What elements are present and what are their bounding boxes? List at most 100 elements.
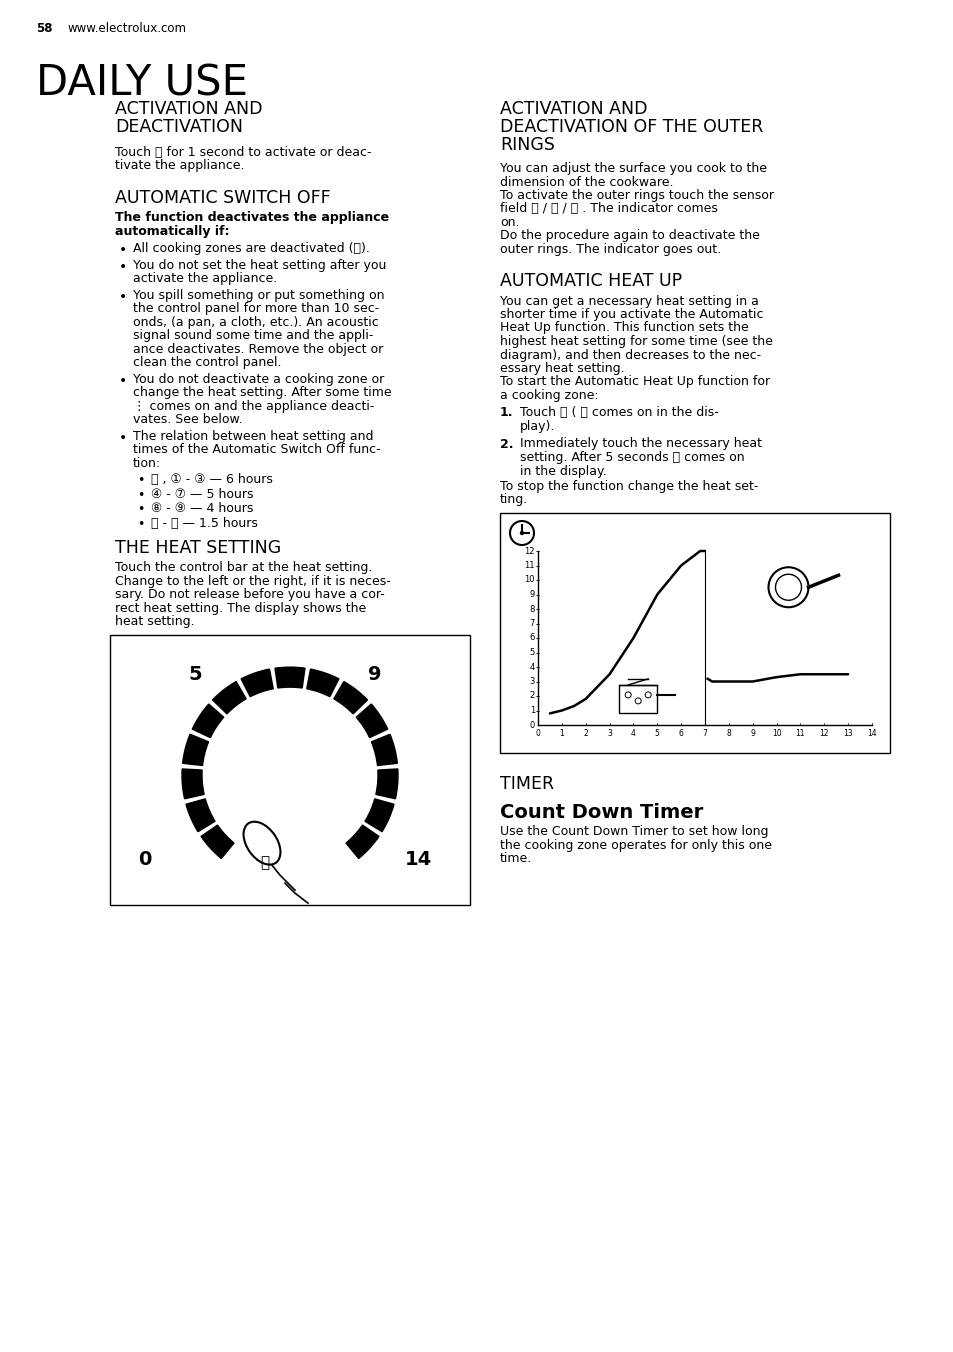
Text: 0: 0 xyxy=(138,850,152,869)
Text: •: • xyxy=(119,260,127,273)
Text: 12: 12 xyxy=(819,729,828,738)
Text: Do the procedure again to deactivate the: Do the procedure again to deactivate the xyxy=(499,230,760,242)
Text: 7: 7 xyxy=(701,729,707,738)
Wedge shape xyxy=(307,669,338,696)
Text: •: • xyxy=(119,289,127,304)
Text: 6: 6 xyxy=(529,634,535,642)
Ellipse shape xyxy=(243,822,280,865)
Wedge shape xyxy=(274,667,305,688)
Text: vates. See below.: vates. See below. xyxy=(132,414,242,426)
Text: automatically if:: automatically if: xyxy=(115,224,230,238)
Text: The function deactivates the appliance: The function deactivates the appliance xyxy=(115,211,389,224)
Text: 7: 7 xyxy=(529,619,535,627)
Text: 14: 14 xyxy=(866,729,876,738)
Text: the cooking zone operates for only this one: the cooking zone operates for only this … xyxy=(499,838,771,852)
Text: highest heat setting for some time (see the: highest heat setting for some time (see … xyxy=(499,335,772,347)
Text: 2: 2 xyxy=(529,691,535,700)
Text: on.: on. xyxy=(499,216,519,228)
Text: heat setting.: heat setting. xyxy=(115,615,194,629)
Text: 4: 4 xyxy=(630,729,636,738)
Bar xyxy=(499,512,889,753)
Text: play).: play). xyxy=(519,420,555,433)
Text: 11: 11 xyxy=(524,561,535,571)
Text: Touch Ⓤ for 1 second to activate or deac-: Touch Ⓤ for 1 second to activate or deac… xyxy=(115,146,371,160)
Text: time.: time. xyxy=(499,852,532,865)
Text: RINGS: RINGS xyxy=(499,137,555,154)
Text: Change to the left or the right, if it is neces-: Change to the left or the right, if it i… xyxy=(115,575,391,588)
Text: •: • xyxy=(137,489,144,502)
Text: onds, (a pan, a cloth, etc.). An acoustic: onds, (a pan, a cloth, etc.). An acousti… xyxy=(132,316,378,329)
Text: Touch the control bar at the heat setting.: Touch the control bar at the heat settin… xyxy=(115,561,372,575)
Text: To start the Automatic Heat Up function for: To start the Automatic Heat Up function … xyxy=(499,376,769,388)
Wedge shape xyxy=(193,704,224,738)
Text: DEACTIVATION: DEACTIVATION xyxy=(115,118,243,137)
Text: 6: 6 xyxy=(678,729,683,738)
Text: 11: 11 xyxy=(795,729,804,738)
Text: •: • xyxy=(137,518,144,531)
Text: Ⓐ: Ⓐ xyxy=(260,854,270,869)
Wedge shape xyxy=(213,681,246,714)
Text: 8: 8 xyxy=(726,729,730,738)
Text: activate the appliance.: activate the appliance. xyxy=(132,272,277,285)
Text: You do not deactivate a cooking zone or: You do not deactivate a cooking zone or xyxy=(132,373,384,385)
Text: www.electrolux.com: www.electrolux.com xyxy=(68,22,187,35)
Text: To activate the outer rings touch the sensor: To activate the outer rings touch the se… xyxy=(499,189,773,201)
Text: shorter time if you activate the Automatic: shorter time if you activate the Automat… xyxy=(499,308,762,320)
Wedge shape xyxy=(182,734,209,765)
Text: 13: 13 xyxy=(842,729,852,738)
Text: DAILY USE: DAILY USE xyxy=(36,62,248,104)
Text: 5: 5 xyxy=(188,665,201,684)
Text: AUTOMATIC HEAT UP: AUTOMATIC HEAT UP xyxy=(499,273,681,291)
Wedge shape xyxy=(201,825,233,859)
Text: 1: 1 xyxy=(558,729,563,738)
Text: rect heat setting. The display shows the: rect heat setting. The display shows the xyxy=(115,602,366,615)
Text: The relation between heat setting and: The relation between heat setting and xyxy=(132,430,374,442)
Text: AUTOMATIC SWITCH OFF: AUTOMATIC SWITCH OFF xyxy=(115,189,331,207)
Text: •: • xyxy=(137,503,144,516)
Circle shape xyxy=(520,531,523,534)
Text: TIMER: TIMER xyxy=(499,775,554,794)
Text: 10: 10 xyxy=(771,729,781,738)
Text: 1.: 1. xyxy=(499,407,513,419)
Text: All cooking zones are deactivated (⓸).: All cooking zones are deactivated (⓸). xyxy=(132,242,370,256)
Text: 9: 9 xyxy=(529,589,535,599)
Text: You spill something or put something on: You spill something or put something on xyxy=(132,289,384,301)
Text: signal sound some time and the appli-: signal sound some time and the appli- xyxy=(132,330,373,342)
Text: 4: 4 xyxy=(529,662,535,672)
Text: 12: 12 xyxy=(524,546,535,556)
Text: 0: 0 xyxy=(529,721,535,730)
Text: 2.: 2. xyxy=(499,438,513,450)
Text: 9: 9 xyxy=(749,729,755,738)
Text: the control panel for more than 10 sec-: the control panel for more than 10 sec- xyxy=(132,303,379,315)
Text: tivate the appliance.: tivate the appliance. xyxy=(115,160,244,173)
Text: 2: 2 xyxy=(582,729,587,738)
Text: Heat Up function. This function sets the: Heat Up function. This function sets the xyxy=(499,322,748,334)
Text: change the heat setting. After some time: change the heat setting. After some time xyxy=(132,387,392,399)
Text: Immediately touch the necessary heat: Immediately touch the necessary heat xyxy=(519,438,761,450)
Text: ④ - ⑦ — 5 hours: ④ - ⑦ — 5 hours xyxy=(151,488,253,500)
Text: 1: 1 xyxy=(529,706,535,715)
Text: setting. After 5 seconds Ⓑ comes on: setting. After 5 seconds Ⓑ comes on xyxy=(519,452,744,464)
Wedge shape xyxy=(334,681,367,714)
Text: 8: 8 xyxy=(529,604,535,614)
Text: THE HEAT SETTING: THE HEAT SETTING xyxy=(115,539,281,557)
Wedge shape xyxy=(375,769,397,799)
Text: You do not set the heat setting after you: You do not set the heat setting after yo… xyxy=(132,258,386,272)
Text: You can get a necessary heat setting in a: You can get a necessary heat setting in … xyxy=(499,295,758,307)
Text: tion:: tion: xyxy=(132,457,161,469)
Wedge shape xyxy=(186,799,214,831)
Text: ting.: ting. xyxy=(499,493,528,507)
Wedge shape xyxy=(355,704,387,738)
Text: 5: 5 xyxy=(529,648,535,657)
Text: times of the Automatic Switch Off func-: times of the Automatic Switch Off func- xyxy=(132,443,380,456)
Text: 0: 0 xyxy=(535,729,539,738)
Text: in the display.: in the display. xyxy=(519,465,606,477)
Text: ACTIVATION AND: ACTIVATION AND xyxy=(115,100,262,118)
Text: diagram), and then decreases to the nec-: diagram), and then decreases to the nec- xyxy=(499,349,760,361)
Text: To stop the function change the heat set-: To stop the function change the heat set… xyxy=(499,480,758,493)
Text: •: • xyxy=(119,431,127,445)
Wedge shape xyxy=(371,734,397,765)
Text: essary heat setting.: essary heat setting. xyxy=(499,362,624,375)
Wedge shape xyxy=(365,799,394,831)
Text: 3: 3 xyxy=(606,729,612,738)
